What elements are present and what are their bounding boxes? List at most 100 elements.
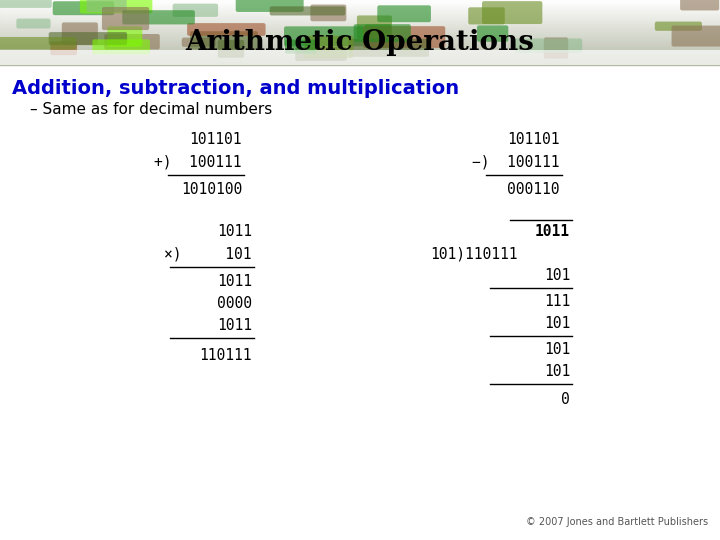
Text: 101101: 101101	[508, 132, 560, 147]
FancyBboxPatch shape	[515, 38, 582, 53]
Text: 1011: 1011	[217, 225, 252, 240]
Bar	[0, 2, 720, 3]
Bar	[0, 15, 720, 16]
Text: 101: 101	[544, 268, 570, 284]
Text: Addition, subtraction, and multiplication: Addition, subtraction, and multiplicatio…	[12, 78, 459, 98]
Bar	[0, 18, 720, 19]
FancyBboxPatch shape	[482, 1, 542, 24]
Text: 110111: 110111	[199, 348, 252, 362]
Bar	[0, 46, 720, 47]
Text: 111: 111	[544, 294, 570, 309]
FancyBboxPatch shape	[107, 26, 143, 46]
FancyBboxPatch shape	[53, 1, 114, 15]
Text: 000110: 000110	[508, 181, 560, 197]
FancyBboxPatch shape	[122, 10, 195, 24]
Bar	[0, 54, 720, 55]
Bar	[0, 50, 720, 51]
Bar	[0, 60, 720, 61]
FancyBboxPatch shape	[49, 32, 127, 45]
Bar	[0, 41, 720, 42]
FancyBboxPatch shape	[62, 23, 98, 45]
FancyBboxPatch shape	[270, 6, 346, 16]
FancyBboxPatch shape	[17, 18, 50, 29]
Bar	[0, 51, 720, 52]
FancyBboxPatch shape	[364, 24, 391, 48]
Bar	[0, 31, 720, 32]
Bar	[0, 17, 720, 18]
FancyBboxPatch shape	[672, 25, 720, 46]
Text: 101: 101	[544, 364, 570, 380]
Text: 101: 101	[544, 342, 570, 357]
Bar	[0, 53, 720, 54]
Text: – Same as for decimal numbers: – Same as for decimal numbers	[30, 103, 272, 118]
Bar	[0, 30, 720, 31]
Bar	[0, 29, 720, 30]
Bar	[0, 16, 720, 17]
Text: +)  100111: +) 100111	[155, 154, 242, 170]
FancyBboxPatch shape	[305, 36, 354, 58]
Bar	[0, 38, 720, 39]
Text: 1011: 1011	[217, 273, 252, 288]
FancyBboxPatch shape	[92, 39, 150, 55]
FancyBboxPatch shape	[181, 38, 216, 47]
Bar	[0, 48, 720, 49]
Bar	[0, 47, 720, 48]
Bar	[0, 45, 720, 46]
Text: 0: 0	[562, 393, 570, 408]
Bar	[0, 14, 720, 15]
Bar	[0, 62, 720, 63]
Bar	[0, 1, 720, 2]
Bar	[0, 49, 720, 50]
Bar	[0, 40, 720, 41]
Bar	[0, 55, 720, 56]
Bar	[0, 43, 720, 44]
Text: 1011: 1011	[217, 318, 252, 333]
Bar	[0, 23, 720, 24]
Bar	[0, 52, 720, 53]
Text: ×)     101: ×) 101	[164, 246, 252, 261]
FancyBboxPatch shape	[377, 5, 431, 22]
Text: 101)110111: 101)110111	[430, 246, 518, 261]
Text: 101101: 101101	[189, 132, 242, 147]
FancyBboxPatch shape	[102, 7, 149, 30]
FancyBboxPatch shape	[284, 26, 364, 46]
Bar	[0, 7, 720, 8]
Text: 101: 101	[544, 316, 570, 332]
Bar	[0, 28, 720, 29]
Bar	[0, 3, 720, 4]
FancyBboxPatch shape	[190, 31, 258, 50]
FancyBboxPatch shape	[86, 0, 127, 12]
Bar	[0, 6, 720, 7]
Bar	[0, 9, 720, 10]
Bar	[0, 10, 720, 11]
Bar	[0, 0, 720, 1]
FancyBboxPatch shape	[187, 23, 266, 36]
Bar	[0, 37, 720, 38]
FancyBboxPatch shape	[310, 4, 346, 21]
FancyBboxPatch shape	[680, 0, 719, 10]
Bar	[0, 33, 720, 34]
Text: −)  100111: −) 100111	[472, 154, 560, 170]
Bar	[0, 63, 720, 64]
Bar	[0, 26, 720, 27]
FancyBboxPatch shape	[50, 41, 77, 55]
FancyBboxPatch shape	[363, 26, 445, 48]
Bar	[0, 20, 720, 21]
Bar	[0, 44, 720, 45]
Bar	[0, 5, 720, 6]
Bar	[0, 34, 720, 35]
FancyBboxPatch shape	[104, 34, 160, 50]
Bar	[0, 59, 720, 60]
FancyBboxPatch shape	[217, 40, 244, 58]
Bar	[0, 13, 720, 14]
Bar	[0, 56, 720, 57]
FancyBboxPatch shape	[80, 0, 153, 14]
FancyBboxPatch shape	[477, 25, 508, 42]
Text: Arithmetic Operations: Arithmetic Operations	[186, 30, 534, 57]
Bar	[0, 27, 720, 28]
Bar	[0, 12, 720, 13]
FancyBboxPatch shape	[354, 24, 411, 42]
Bar	[0, 21, 720, 22]
Bar	[0, 39, 720, 40]
FancyBboxPatch shape	[173, 4, 218, 17]
